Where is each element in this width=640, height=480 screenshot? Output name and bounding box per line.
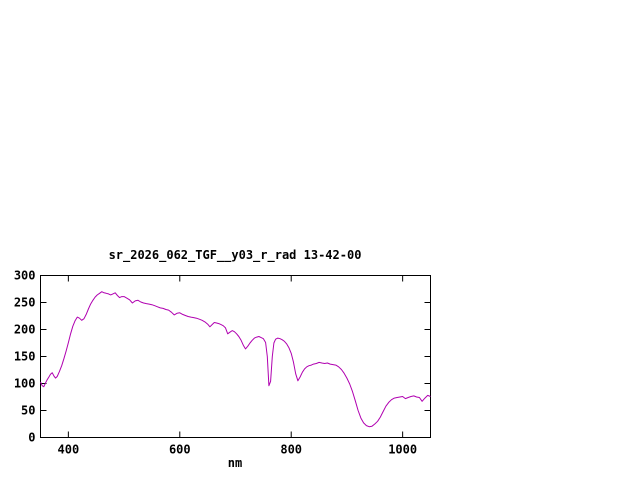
y-tick-label: 0 <box>28 431 35 445</box>
spectrum-line <box>40 291 431 428</box>
x-tick-label: 800 <box>280 443 302 457</box>
y-tick-label: 200 <box>14 323 36 337</box>
x-tick-label: 1000 <box>388 443 417 457</box>
y-tick-label: 250 <box>14 296 36 310</box>
y-tick-label: 50 <box>21 404 35 418</box>
y-tick-label: 100 <box>14 377 36 391</box>
x-tick-label: 400 <box>58 443 80 457</box>
y-tick-label: 150 <box>14 350 36 364</box>
y-tick-label: 300 <box>14 269 36 283</box>
plot-border <box>40 275 431 438</box>
x-tick-label: 600 <box>169 443 191 457</box>
x-axis-label: nm <box>228 456 242 470</box>
chart-title: sr_2026_062_TGF__y03_r_rad 13-42-00 <box>109 248 362 263</box>
